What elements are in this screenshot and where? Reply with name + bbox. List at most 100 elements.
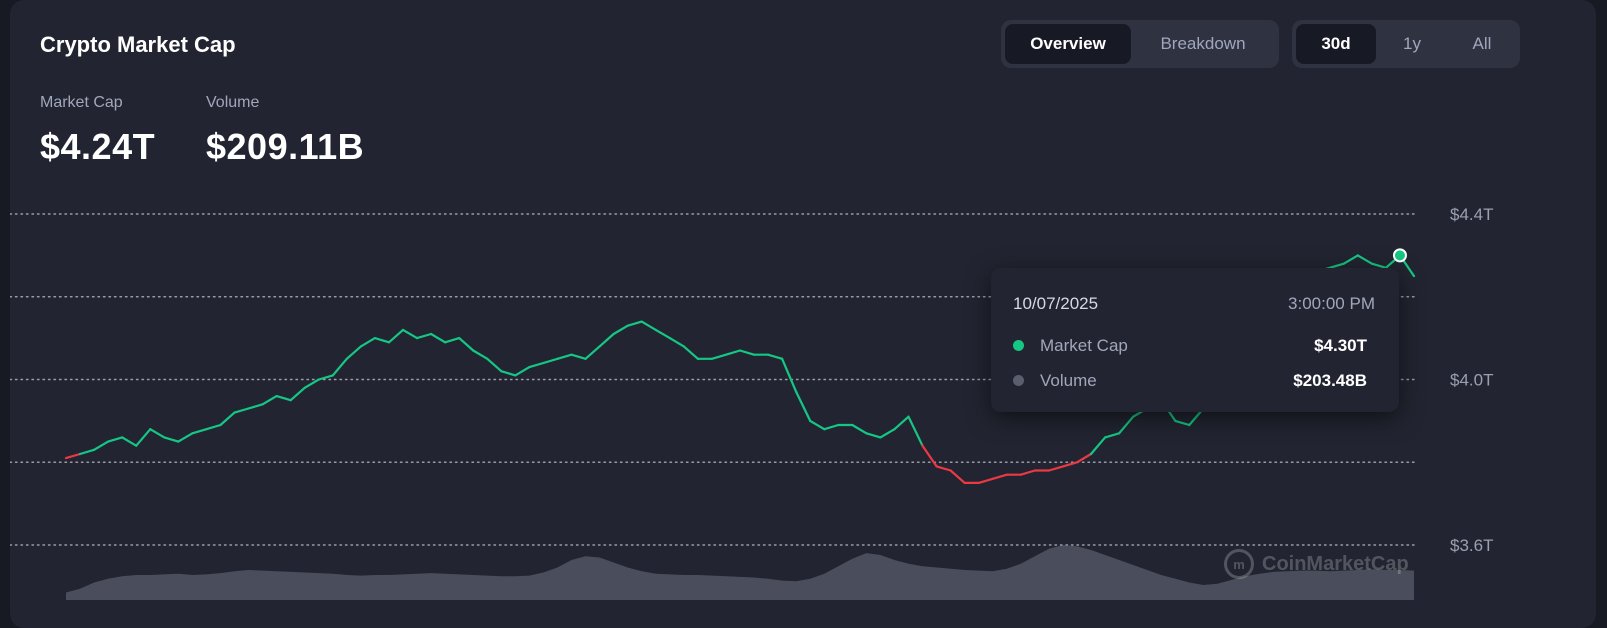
market-cap-line-segment	[219, 411, 236, 427]
market-cap-line-segment	[247, 403, 264, 410]
market-cap-line-segment	[1356, 254, 1374, 265]
market-cap-line-segment	[528, 361, 545, 369]
range-1y[interactable]: 1y	[1403, 34, 1421, 53]
market-cap-line-segment	[598, 332, 615, 348]
volume-area	[66, 545, 1414, 600]
market-cap-line-segment	[682, 345, 700, 360]
range-toggle: 30d 1y All	[1292, 20, 1520, 68]
market-cap-line-segment	[345, 345, 362, 360]
watermark-text: CoinMarketCap	[1262, 552, 1409, 575]
market-cap-line-segment	[738, 349, 756, 356]
view-toggle: Overview Breakdown	[1001, 20, 1279, 68]
market-cap-line-segment	[584, 345, 601, 360]
tab-overview[interactable]: Overview	[1005, 24, 1131, 64]
market-cap-line-segment	[317, 374, 334, 381]
market-cap-line-segment	[233, 407, 250, 414]
market-cap-line-segment	[163, 436, 180, 443]
market-cap-line-segment	[64, 452, 82, 460]
market-cap-line-segment	[261, 395, 278, 406]
volume-label: Volume	[206, 94, 260, 111]
market-cap-line-segment	[401, 328, 419, 340]
market-cap-line-segment	[570, 353, 587, 360]
market-cap-line-segment	[1174, 419, 1191, 427]
market-cap-line-segment	[977, 477, 994, 484]
tooltip-date: 10/07/2025	[1013, 294, 1099, 313]
market-cap-line-segment	[542, 357, 559, 365]
market-cap-line-segment	[472, 349, 489, 360]
market-cap-line-segment	[106, 436, 124, 443]
market-cap-line-segment	[359, 337, 376, 348]
y-tick-label: $4.0T	[1450, 371, 1493, 390]
tooltip-market-cap-row: Market Cap $4.30T	[1013, 328, 1375, 363]
market-cap-line-segment	[626, 320, 643, 327]
market-cap-line-segment	[724, 349, 742, 356]
volume-stat: Volume $209.11B	[206, 94, 364, 168]
tooltip-volume-value: $203.48B	[1293, 370, 1367, 390]
coinmarketcap-logo-icon: m	[1224, 549, 1254, 579]
market-cap-line-segment	[205, 423, 222, 431]
market-cap-line-segment	[1047, 465, 1065, 472]
market-cap-line-segment	[1075, 452, 1093, 464]
market-cap-line-segment	[780, 357, 798, 393]
market-cap-line-segment	[949, 469, 966, 484]
market-cap-line-segment	[893, 415, 910, 431]
market-cap-line-segment	[556, 353, 573, 360]
coinmarketcap-watermark: m CoinMarketCap	[1224, 549, 1409, 579]
y-tick-label: $3.6T	[1450, 536, 1493, 555]
market-cap-line-segment	[879, 428, 896, 439]
market-cap-line-segment	[373, 337, 391, 344]
market-cap-line-segment	[809, 419, 826, 431]
market-cap-value: $4.24T	[40, 126, 156, 167]
range-all[interactable]: All	[1472, 34, 1492, 53]
market-cap-line-segment	[1103, 432, 1121, 439]
volume-dot-icon	[1013, 375, 1024, 386]
market-cap-label: Market Cap	[40, 94, 123, 111]
market-cap-line-segment	[149, 428, 166, 439]
market-cap-line-segment	[331, 357, 348, 377]
hover-point-marker	[1392, 248, 1407, 263]
market-cap-line-segment	[1019, 469, 1037, 476]
chart-title: Crypto Market Cap	[40, 32, 236, 57]
market-cap-stat: Market Cap $4.24T	[40, 94, 155, 168]
market-cap-line-segment	[458, 337, 475, 352]
market-cap-line-segment	[921, 444, 938, 468]
market-cap-line-segment	[710, 353, 728, 360]
market-cap-line-segment	[177, 432, 194, 443]
market-cap-line-segment	[1342, 254, 1359, 265]
chart-card: Crypto Market Cap Overview Breakdown 30d…	[10, 0, 1596, 628]
tooltip-volume-row: Volume $203.48B	[1013, 363, 1375, 398]
market-cap-line-segment	[430, 332, 447, 344]
market-cap-line-segment	[387, 328, 405, 344]
tooltip-market-cap-value: $4.30T	[1314, 335, 1367, 355]
tooltip-header: 10/07/2025 3:00:00 PM	[1013, 294, 1375, 314]
market-cap-line-segment	[1117, 415, 1135, 435]
market-cap-line-segment	[444, 337, 461, 344]
tab-breakdown[interactable]: Breakdown	[1160, 34, 1246, 53]
market-cap-line-segment	[121, 436, 138, 447]
tooltip-market-cap-label: Market Cap	[1040, 335, 1128, 355]
market-cap-line-segment	[795, 390, 812, 422]
market-cap-line-segment	[935, 465, 952, 472]
market-cap-line-segment	[303, 378, 320, 389]
market-cap-line-segment	[191, 428, 208, 435]
market-cap-line-segment	[1370, 262, 1388, 269]
market-cap-line-segment	[78, 448, 96, 456]
market-cap-line-segment	[640, 320, 657, 331]
market-cap-line-segment	[823, 423, 840, 431]
market-cap-line-segment	[275, 395, 292, 402]
market-cap-line-segment	[766, 353, 784, 360]
market-cap-line-segment	[668, 337, 685, 348]
tooltip-volume-label: Volume	[1040, 370, 1097, 390]
tooltip-time: 3:00:00 PM	[1288, 294, 1375, 313]
market-cap-line-segment	[612, 324, 629, 336]
y-tick-label: $4.4T	[1450, 205, 1493, 224]
market-cap-line-segment	[289, 386, 306, 402]
market-cap-line-segment	[1061, 461, 1079, 468]
market-cap-line-segment	[135, 428, 152, 447]
market-cap-line-segment	[1328, 262, 1345, 269]
market-cap-line-segment	[991, 473, 1008, 480]
market-cap-line-segment	[865, 432, 882, 439]
market-cap-line-segment	[851, 423, 868, 435]
range-30d[interactable]: 30d	[1296, 24, 1376, 64]
market-cap-line-segment	[486, 357, 503, 373]
